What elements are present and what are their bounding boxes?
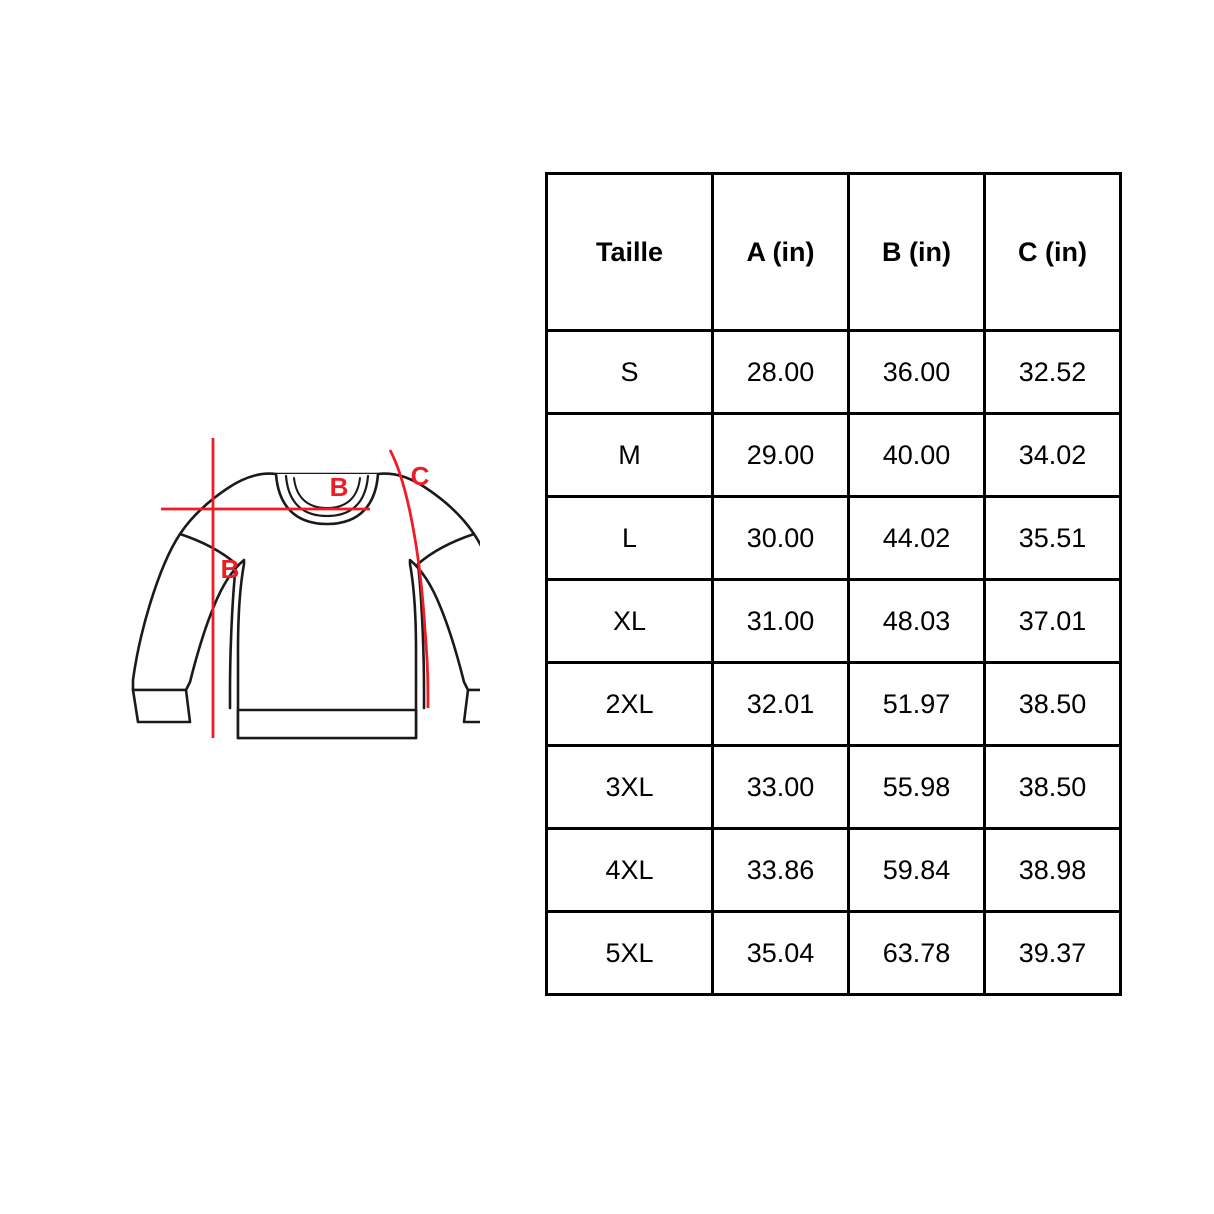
size-table: Taille A (in) B (in) C (in) S 28.00 36.0… (545, 172, 1122, 996)
column-header-c: C (in) (983, 172, 1122, 332)
column-header-a: A (in) (711, 172, 850, 332)
cell-b: 59.84 (847, 827, 986, 913)
measurement-label-group: B B C (221, 461, 430, 584)
cell-a: 28.00 (711, 329, 850, 415)
measurement-lines (161, 438, 430, 738)
cell-c: 39.37 (983, 910, 1122, 996)
cell-c: 32.52 (983, 329, 1122, 415)
cell-a: 29.00 (711, 412, 850, 498)
cell-b: 40.00 (847, 412, 986, 498)
bottom-hem-band (236, 708, 418, 740)
sleeve-length-label: C (411, 461, 430, 491)
table-row: L 30.00 44.02 35.51 (545, 495, 1122, 581)
cell-size: 3XL (545, 744, 714, 830)
table-row: S 28.00 36.00 32.52 (545, 329, 1122, 415)
cell-c: 37.01 (983, 578, 1122, 664)
table-row: 4XL 33.86 59.84 38.98 (545, 827, 1122, 913)
right-cuff (462, 688, 480, 724)
size-table-container: Taille A (in) B (in) C (in) S 28.00 36.0… (545, 172, 1122, 996)
cell-size: L (545, 495, 714, 581)
cell-b: 48.03 (847, 578, 986, 664)
cell-size: 5XL (545, 910, 714, 996)
table-header-row: Taille A (in) B (in) C (in) (545, 172, 1122, 332)
cell-c: 38.50 (983, 661, 1122, 747)
chest-width-label: B (330, 472, 349, 502)
table-row: 2XL 32.01 51.97 38.50 (545, 661, 1122, 747)
right-shoulder-seam (416, 532, 476, 566)
cell-b: 55.98 (847, 744, 986, 830)
cell-b: 44.02 (847, 495, 986, 581)
cell-size: 2XL (545, 661, 714, 747)
left-shoulder-seam (178, 532, 238, 566)
column-header-taille: Taille (545, 172, 714, 332)
body-length-label: B (221, 554, 240, 584)
cell-c: 35.51 (983, 495, 1122, 581)
table-row: 5XL 35.04 63.78 39.37 (545, 910, 1122, 996)
cell-a: 32.01 (711, 661, 850, 747)
cell-size: 4XL (545, 827, 714, 913)
cell-c: 38.50 (983, 744, 1122, 830)
cell-a: 35.04 (711, 910, 850, 996)
column-header-b: B (in) (847, 172, 986, 332)
cell-size: XL (545, 578, 714, 664)
table-row: M 29.00 40.00 34.02 (545, 412, 1122, 498)
cell-b: 51.97 (847, 661, 986, 747)
cell-a: 31.00 (711, 578, 850, 664)
table-row: XL 31.00 48.03 37.01 (545, 578, 1122, 664)
left-sleeve-inner-edge (228, 562, 238, 710)
cell-a: 30.00 (711, 495, 850, 581)
cell-b: 63.78 (847, 910, 986, 996)
left-cuff (131, 688, 192, 724)
cell-size: M (545, 412, 714, 498)
cell-c: 38.98 (983, 827, 1122, 913)
cell-c: 34.02 (983, 412, 1122, 498)
collar-rib-arc (284, 474, 370, 518)
cell-a: 33.86 (711, 827, 850, 913)
garment-diagram: B B C (80, 390, 480, 760)
cell-b: 36.00 (847, 329, 986, 415)
sleeve-length-line (388, 449, 430, 709)
cell-a: 33.00 (711, 744, 850, 830)
table-row: 3XL 33.00 55.98 38.50 (545, 744, 1122, 830)
cell-size: S (545, 329, 714, 415)
collar-outer (274, 472, 380, 526)
